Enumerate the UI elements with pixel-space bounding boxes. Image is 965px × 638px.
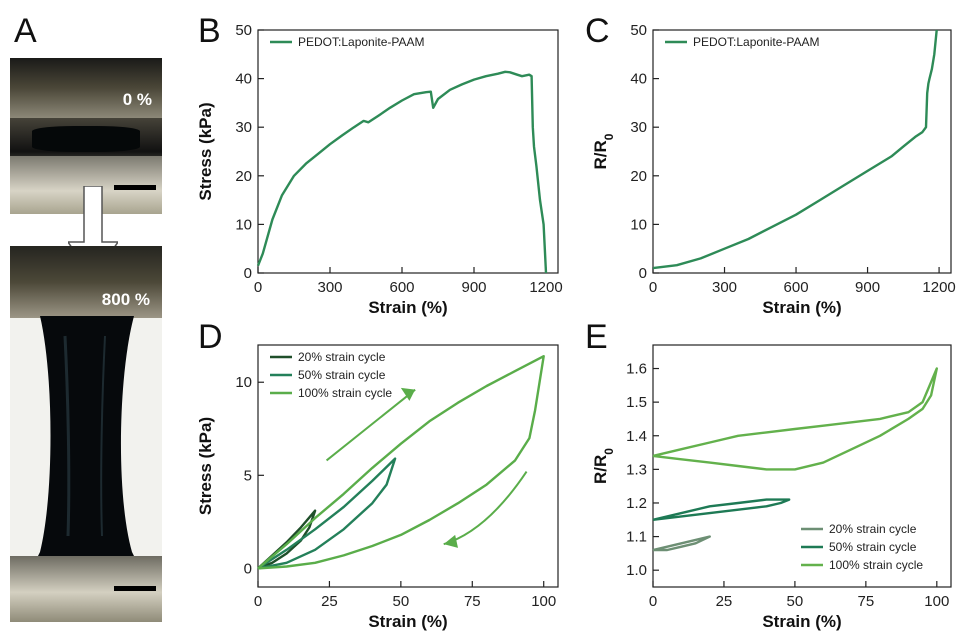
series-line — [652, 367, 938, 471]
x-axis-label: Strain (%) — [368, 298, 447, 317]
x-tick-label: 25 — [321, 593, 338, 610]
y-axis-label: Stress (kPa) — [196, 102, 215, 200]
y-tick-label: 40 — [630, 71, 647, 88]
y-axis-label-text: R/R — [591, 140, 610, 169]
y-tick-label: 10 — [235, 374, 252, 391]
scale-bar — [114, 586, 156, 591]
upper-clamp — [10, 58, 162, 118]
scale-bar — [114, 185, 156, 190]
plot-frame — [652, 29, 952, 274]
x-tick-label: 0 — [649, 279, 657, 296]
y-tick-label: 0 — [244, 560, 252, 577]
y-tick-label: 0 — [244, 265, 252, 282]
y-tick-label: 1.1 — [626, 529, 647, 546]
cyclic-resistance-chart: 0 25 50 75 100 1.0 1.1 1.2 1.3 1.4 1.5 1.6 Strain (%… — [591, 344, 952, 631]
gel-sample — [32, 126, 140, 152]
y-tick-label: 20 — [630, 168, 647, 185]
x-tick-label: 600 — [784, 279, 809, 296]
panel-label-b: B — [198, 12, 221, 50]
y-axis-label-text: R/R — [591, 455, 610, 484]
y-axis-label-text: Stress (kPa) — [196, 417, 215, 515]
x-tick-label: 100 — [924, 593, 949, 610]
x-tick-label: 600 — [389, 279, 414, 296]
series-line — [652, 498, 791, 521]
y-tick-label: 50 — [235, 22, 252, 39]
panel-label-c: C — [585, 12, 610, 50]
cyclic-stress-chart: 0 25 50 75 100 0 5 10 Strain (%) Stress (kPa) 20% … — [196, 344, 559, 631]
y-axis-label-text: Stress (kPa) — [196, 102, 215, 200]
series-line — [257, 355, 545, 570]
photo-unstretched: 0 % — [10, 58, 162, 214]
y-tick-label: 10 — [630, 216, 647, 233]
series-line — [256, 70, 548, 274]
plot-frame — [257, 344, 559, 588]
y-axis-label: Stress (kPa) — [196, 417, 215, 515]
x-tick-label: 300 — [712, 279, 737, 296]
x-tick-label: 0 — [254, 279, 262, 296]
x-tick-label: 300 — [317, 279, 342, 296]
x-tick-label: 900 — [855, 279, 880, 296]
x-tick-label: 1200 — [529, 279, 562, 296]
photo-stretched: 800 % — [10, 246, 162, 622]
loading-arrow — [325, 388, 416, 462]
legend-label: PEDOT:Laponite-PAAM — [298, 35, 425, 49]
y-tick-label: 1.4 — [626, 428, 647, 445]
x-axis-label: Strain (%) — [762, 298, 841, 317]
x-axis-label: Strain (%) — [762, 612, 841, 631]
legend-label: 100% strain cycle — [829, 558, 923, 572]
y-axis-label: R/R0 — [591, 448, 616, 484]
y-tick-label: 30 — [235, 119, 252, 136]
x-tick-label: 25 — [716, 593, 733, 610]
y-tick-label: 50 — [630, 22, 647, 39]
unloading-arrow — [443, 471, 528, 546]
unloading-arrowhead — [443, 534, 458, 548]
strain-label-800: 800 % — [101, 290, 150, 309]
y-tick-label: 10 — [235, 216, 252, 233]
y-tick-label: 1.2 — [626, 495, 647, 512]
legend-label: 50% strain cycle — [298, 368, 386, 382]
panel-label-d: D — [198, 318, 223, 356]
y-tick-label: 30 — [630, 119, 647, 136]
series-line — [652, 535, 712, 552]
legend-label: PEDOT:Laponite-PAAM — [693, 35, 820, 49]
loading-arrowhead — [400, 387, 416, 401]
x-axis-label: Strain (%) — [368, 612, 447, 631]
panel-label-a: A — [14, 12, 37, 50]
upper-clamp — [10, 246, 162, 318]
y-tick-label: 1.6 — [626, 361, 647, 378]
x-tick-label: 0 — [649, 593, 657, 610]
y-tick-label: 20 — [235, 168, 252, 185]
x-tick-label: 50 — [393, 593, 410, 610]
plot-frame — [257, 29, 559, 274]
legend-label: 20% strain cycle — [829, 522, 917, 536]
legend-label: 50% strain cycle — [829, 540, 917, 554]
y-tick-label: 0 — [639, 265, 647, 282]
stretched-gel — [38, 316, 134, 556]
legend-label: 20% strain cycle — [298, 350, 386, 364]
y-tick-label: 5 — [244, 467, 252, 484]
x-tick-label: 75 — [858, 593, 875, 610]
legend-label: 100% strain cycle — [298, 386, 392, 400]
y-tick-label: 1.3 — [626, 461, 647, 478]
panel-label-e: E — [585, 318, 608, 356]
y-axis-label-subscript: 0 — [602, 448, 616, 455]
strain-label-0: 0 % — [122, 90, 152, 109]
x-tick-label: 0 — [254, 593, 262, 610]
y-axis-label: R/R0 — [591, 133, 616, 169]
stress-strain-chart: 0 300 600 900 1200 0 10 20 30 40 50 Strain (%) Stres… — [196, 22, 563, 317]
x-tick-label: 1200 — [922, 279, 955, 296]
y-tick-label: 1.0 — [626, 562, 647, 579]
series-line — [652, 29, 938, 270]
y-axis-label-subscript: 0 — [602, 133, 616, 140]
series-line — [257, 457, 397, 570]
y-tick-label: 1.5 — [626, 394, 647, 411]
y-tick-label: 40 — [235, 71, 252, 88]
plot-frame — [652, 344, 952, 588]
x-tick-label: 50 — [787, 593, 804, 610]
x-tick-label: 75 — [464, 593, 481, 610]
x-tick-label: 900 — [461, 279, 486, 296]
x-tick-label: 100 — [531, 593, 556, 610]
